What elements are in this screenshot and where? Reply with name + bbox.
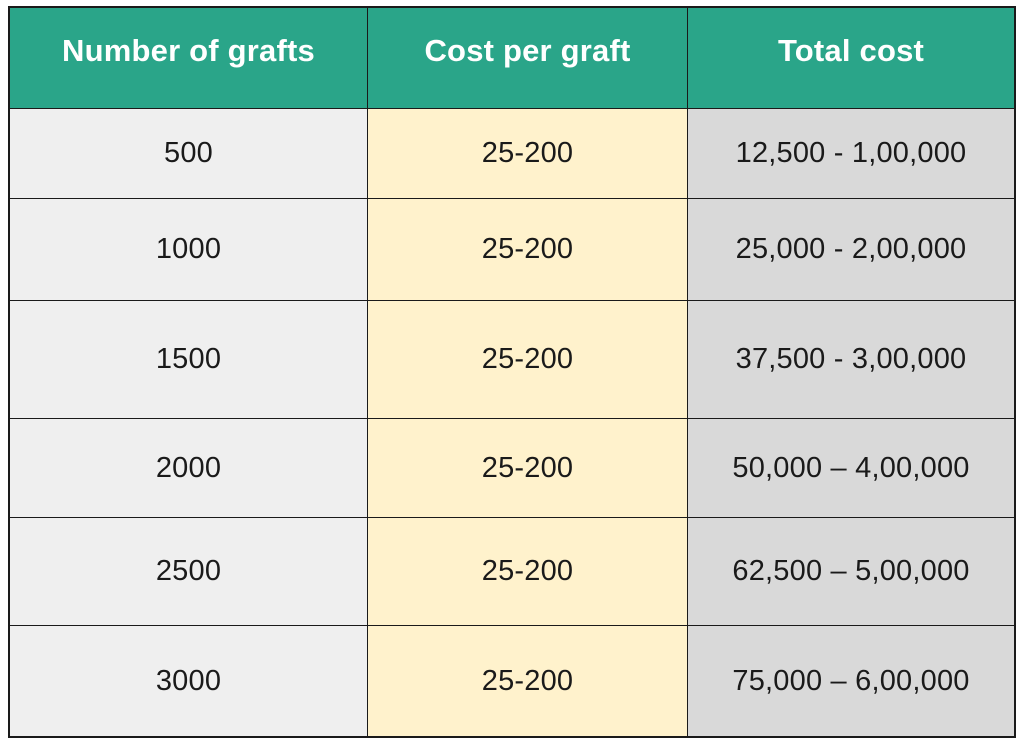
- cell-total-cost: 50,000 – 4,00,000: [688, 419, 1014, 517]
- cell-grafts: 3000: [10, 626, 367, 736]
- graft-cost-table: Number of grafts Cost per graft Total co…: [8, 6, 1016, 738]
- cell-grafts: 2000: [10, 419, 367, 517]
- header-cost-per-graft: Cost per graft: [368, 8, 687, 108]
- cell-cost-per-graft: 25-200: [368, 626, 687, 736]
- header-total-cost: Total cost: [688, 8, 1014, 108]
- cell-total-cost: 25,000 - 2,00,000: [688, 199, 1014, 300]
- cell-cost-per-graft: 25-200: [368, 301, 687, 418]
- cell-total-cost: 62,500 – 5,00,000: [688, 518, 1014, 625]
- cell-cost-per-graft: 25-200: [368, 109, 687, 198]
- cell-grafts: 1500: [10, 301, 367, 418]
- cell-grafts: 2500: [10, 518, 367, 625]
- cell-cost-per-graft: 25-200: [368, 419, 687, 517]
- header-number-of-grafts: Number of grafts: [10, 8, 367, 108]
- cell-grafts: 1000: [10, 199, 367, 300]
- cell-total-cost: 37,500 - 3,00,000: [688, 301, 1014, 418]
- cell-total-cost: 75,000 – 6,00,000: [688, 626, 1014, 736]
- cell-grafts: 500: [10, 109, 367, 198]
- cell-total-cost: 12,500 - 1,00,000: [688, 109, 1014, 198]
- cell-cost-per-graft: 25-200: [368, 199, 687, 300]
- cell-cost-per-graft: 25-200: [368, 518, 687, 625]
